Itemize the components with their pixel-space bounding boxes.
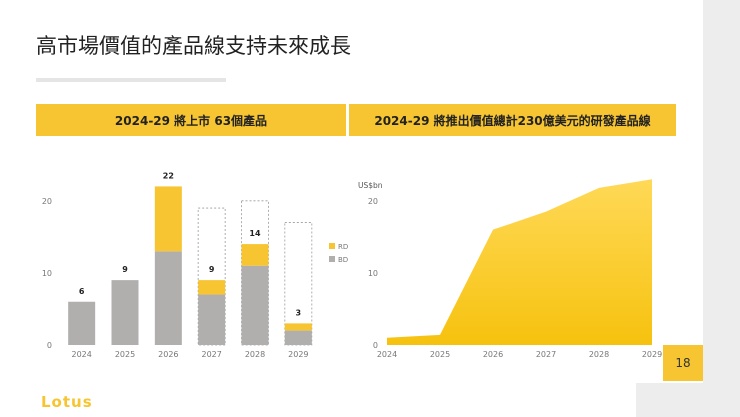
page-number: 18 [663,345,703,381]
bar-total-label: 14 [249,229,261,238]
bar-y-tick-label: 10 [42,269,52,278]
bar-x-tick-label: 2028 [245,350,265,359]
bar-y-tick-label: 0 [47,341,52,350]
bar-rd-segment [154,186,182,252]
bar-bd-segment [154,251,182,345]
bar-bd-segment [241,265,269,345]
bar-rd-segment [284,323,312,331]
area-y-tick-label: 10 [368,269,378,278]
area-x-tick-label: 2026 [483,350,503,359]
area-series [387,179,652,345]
bar-dashed-outline [284,222,313,346]
right-banner: 2024-29 將推出價值總計230億美元的研發產品線 [349,104,676,136]
bar-x-tick-label: 2029 [288,350,308,359]
area-y-tick-label: 20 [368,197,378,206]
legend-label: BD [338,256,348,264]
bar-bd-segment [198,294,226,345]
area-x-tick-label: 2025 [430,350,450,359]
bar-bd-segment [111,280,139,345]
area-x-tick-label: 2027 [536,350,556,359]
area-y-tick-label: 0 [373,341,378,350]
title-underline [36,78,226,82]
bar-rd-segment [198,280,226,295]
bar-x-tick-label: 2024 [71,350,91,359]
bar-total-label: 9 [209,265,215,274]
bar-y-tick-label: 20 [42,197,52,206]
area-x-tick-label: 2024 [377,350,397,359]
legend-swatch [329,256,335,262]
bar-x-tick-label: 2027 [201,350,221,359]
bar-total-label: 6 [79,287,85,296]
area-y-axis-unit: US$bn [358,181,383,190]
lotus-logo: Lotus [41,393,93,411]
bar-total-label: 3 [296,308,302,317]
area-x-tick-label: 2029 [642,350,662,359]
legend-swatch [329,243,335,249]
bar-total-label: 9 [122,265,128,274]
bar-total-label: 22 [163,171,174,180]
bar-bd-segment [284,330,312,345]
page-title: 高市場價值的產品線支持未來成長 [36,34,351,58]
legend-label: RD [338,243,348,251]
bar-x-tick-label: 2025 [115,350,135,359]
bar-bd-segment [68,301,96,345]
bar-rd-segment [241,244,269,266]
area-x-tick-label: 2028 [589,350,609,359]
right-margin-strip [703,0,740,417]
left-banner: 2024-29 將上市 63個產品 [36,104,346,136]
bar-x-tick-label: 2026 [158,350,178,359]
bottom-margin-strip [636,383,703,417]
